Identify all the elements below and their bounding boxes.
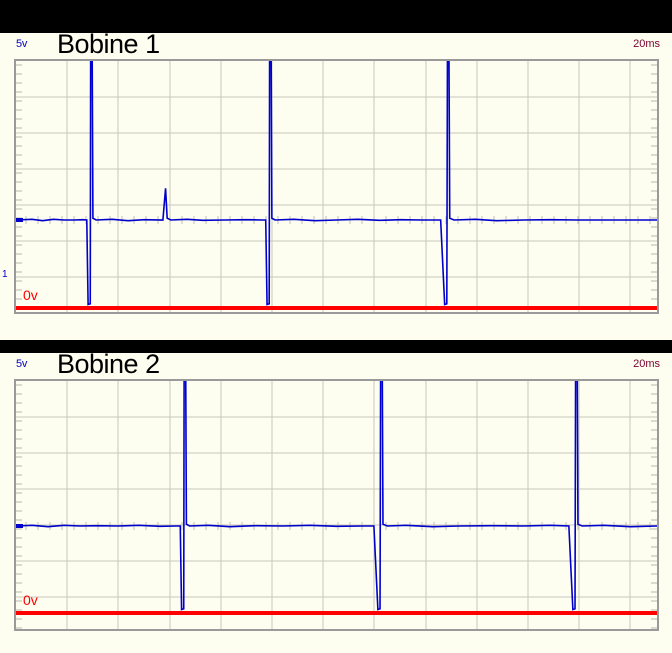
channel-1-waveform-svg: 0v: [16, 61, 657, 312]
channel-2-title: Bobine 2: [57, 349, 160, 379]
channel-1-volts-per-div-label: 5v: [16, 38, 28, 50]
channel-1-ground-marker: 1: [2, 269, 8, 280]
channel-2-header: 5v Bobine 2 20ms: [0, 349, 672, 379]
channel-1-header: 5v Bobine 1 20ms: [0, 29, 672, 59]
channel-panel-1: 5v Bobine 1 20ms 0v: [0, 29, 672, 340]
svg-text:0v: 0v: [23, 592, 38, 608]
channel-1-plot-area: 0v: [14, 59, 659, 314]
channel-2-time-per-div-label: 20ms: [633, 358, 660, 370]
channel-2-waveform-svg: 0v: [16, 381, 657, 629]
channel-panel-2: 5v Bobine 2 20ms 0v: [0, 349, 672, 633]
channel-2-volts-per-div-label: 5v: [16, 358, 28, 370]
channel-1-title: Bobine 1: [57, 29, 160, 59]
svg-text:0v: 0v: [23, 287, 38, 303]
channel-2-plot-area: 0v: [14, 379, 659, 631]
channel-1-time-per-div-label: 20ms: [633, 38, 660, 50]
bottom-background-fill: [0, 633, 672, 653]
